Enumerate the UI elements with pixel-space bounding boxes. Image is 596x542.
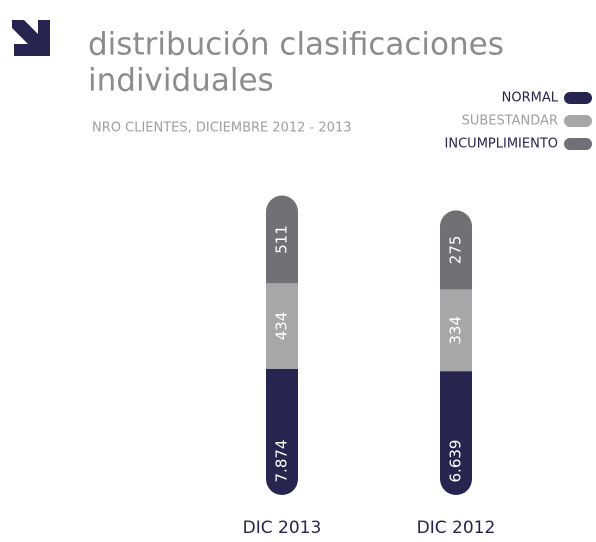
legend-swatch <box>564 115 592 127</box>
value-label: 334 <box>447 316 465 345</box>
value-label: 6.639 <box>447 440 465 483</box>
legend-label: SUBESTANDAR <box>462 114 558 129</box>
bar-segment <box>440 371 472 495</box>
chart-title: distribución clasificaciones <box>88 27 504 63</box>
x-tick-label: DIC 2013 <box>243 518 322 538</box>
subtitle: NRO CLIENTES, DICIEMBRE 2012 - 2013 <box>92 121 352 136</box>
bar-segment <box>266 195 298 284</box>
legend-swatch <box>564 138 592 150</box>
bar-segment <box>440 210 472 290</box>
legend-swatch <box>564 92 592 104</box>
legend-label: NORMAL <box>502 91 559 106</box>
bar-segment <box>440 289 472 372</box>
bar-stack <box>440 210 472 495</box>
legend-label: INCUMPLIMIENTO <box>445 137 558 152</box>
value-label: 275 <box>447 236 465 265</box>
bar-segment <box>266 283 298 369</box>
x-tick-label: DIC 2012 <box>417 518 496 538</box>
bar-segment <box>266 368 298 495</box>
arrow-icon <box>12 20 50 56</box>
bar-stack <box>266 195 298 495</box>
value-label: 434 <box>273 312 291 341</box>
value-label: 7.874 <box>273 440 291 483</box>
chart-title: individuales <box>88 63 274 99</box>
value-label: 511 <box>273 225 291 254</box>
